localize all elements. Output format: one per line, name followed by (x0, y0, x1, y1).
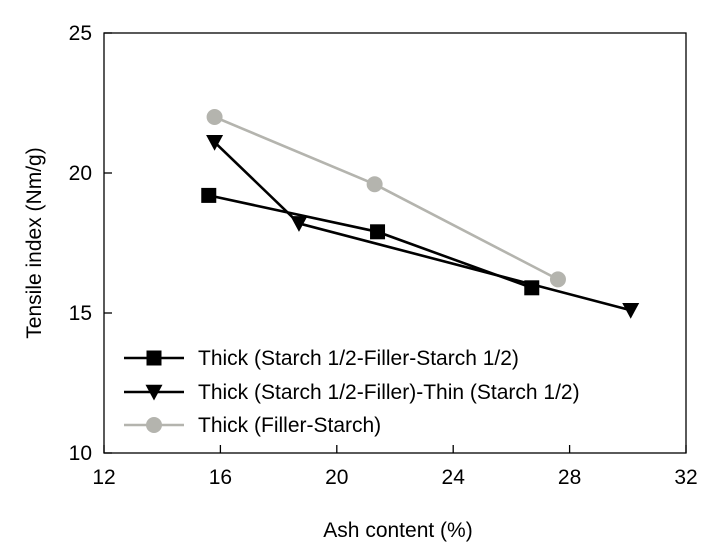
legend-entry: Thick (Filler-Starch) (124, 414, 381, 437)
data-point-marker (201, 187, 217, 203)
x-tick-label: 28 (558, 466, 581, 489)
data-point-marker (206, 109, 223, 125)
x-tick-label: 20 (325, 466, 348, 489)
legend-label: Thick (Filler-Starch) (198, 414, 381, 437)
series-3 (206, 109, 566, 288)
plot-frame (103, 32, 687, 454)
legend-marker (146, 417, 162, 433)
y-tick-label: 20 (69, 162, 92, 185)
data-point-marker (622, 302, 640, 319)
series-layer (201, 109, 640, 319)
data-point-marker (549, 271, 566, 288)
y-tick-label: 10 (69, 442, 92, 465)
data-point-marker (366, 176, 383, 193)
series-line (213, 141, 632, 312)
y-axis-title: Tensile index (Nm/g) (23, 147, 46, 338)
plot-area-border (103, 32, 687, 454)
x-axis-title: Ash content (%) (323, 519, 472, 542)
legend: Thick (Starch 1/2-Filler-Starch 1/2) Thic… (124, 347, 580, 437)
data-point-marker (524, 280, 540, 296)
y-tick-label: 15 (69, 302, 92, 325)
x-tick-label: 32 (674, 466, 697, 489)
legend-label: Thick (Starch 1/2-Filler-Starch 1/2) (198, 347, 519, 370)
legend-marker (146, 350, 162, 366)
x-tick-label: 24 (442, 466, 466, 489)
x-axis-ticks: 12 16 20 24 28 32 (92, 445, 698, 489)
legend-marker (145, 384, 163, 401)
series-1 (201, 187, 540, 296)
series-line (214, 115, 559, 281)
y-tick-label: 25 (69, 22, 92, 45)
series-2 (206, 134, 640, 319)
legend-label: Thick (Starch 1/2-Filler)-Thin (Starch 1… (198, 381, 580, 404)
data-point-marker (206, 134, 224, 151)
y-axis-ticks: 10 15 20 25 (69, 22, 112, 465)
data-point-marker (290, 216, 308, 232)
data-point-marker (370, 224, 386, 240)
legend-entry: Thick (Starch 1/2-Filler)-Thin (Starch 1… (124, 381, 580, 404)
legend-entry: Thick (Starch 1/2-Filler-Starch 1/2) (124, 347, 519, 370)
x-tick-label: 16 (209, 466, 232, 489)
x-tick-label: 12 (92, 466, 115, 489)
